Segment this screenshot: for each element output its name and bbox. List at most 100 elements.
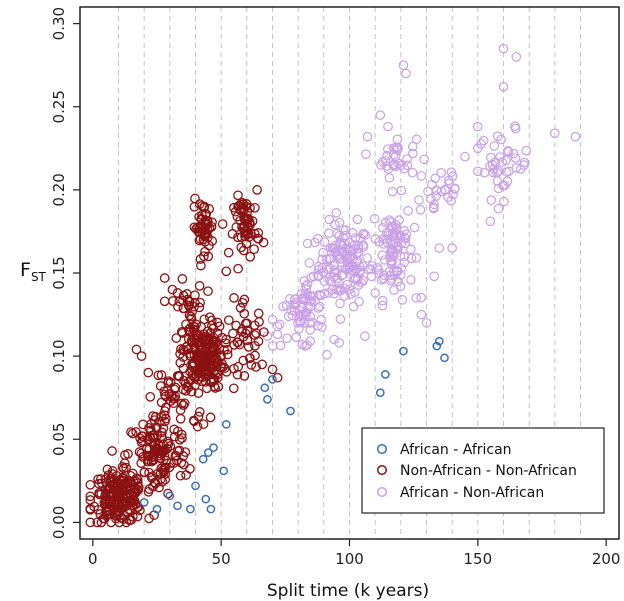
point-non-african-non-african-531: [148, 411, 158, 421]
point-african-non-african-316: [282, 333, 292, 344]
point-non-african-non-african-553: [166, 391, 177, 402]
point-african-non-african-391: [383, 121, 393, 132]
point-non-african-non-african-549: [182, 381, 192, 392]
point-non-african-non-african-732: [234, 339, 245, 350]
point-non-african-non-african-399: [213, 381, 224, 392]
point-non-african-non-african-559: [159, 410, 170, 421]
point-non-african-non-african-538: [180, 447, 191, 457]
point-non-african-non-african-488: [216, 352, 226, 362]
point-non-african-non-african-304: [175, 470, 186, 481]
legend-marker-african-african: [376, 443, 388, 455]
point-non-african-non-african-558: [143, 367, 154, 378]
point-non-african-non-african-695: [245, 251, 256, 262]
point-non-african-non-african-591: [178, 303, 189, 314]
point-african-non-african-373: [302, 279, 313, 290]
point-non-african-non-african-758: [229, 293, 239, 303]
legend-label-nonafrican-nonafrican: Non-African - Non-African: [400, 463, 577, 479]
y-tick-label-3: 0.15: [50, 256, 68, 289]
point-african-non-african-191: [374, 237, 384, 247]
point-non-african-non-african-748: [250, 340, 260, 351]
point-african-non-african-259: [487, 159, 498, 170]
point-non-african-non-african-268: [138, 431, 148, 442]
point-african-non-african-186: [406, 274, 416, 285]
point-african-non-african-167: [403, 206, 413, 216]
point-non-african-non-african-552: [188, 415, 199, 426]
point-african-non-african-175: [352, 214, 363, 225]
point-african-non-african-327: [293, 318, 303, 328]
point-african-non-african-375: [307, 317, 317, 328]
point-non-african-non-african-525: [156, 370, 167, 380]
point-non-african-non-african-536: [176, 398, 187, 409]
point-non-african-non-african-593: [203, 286, 213, 297]
point-african-non-african-194: [396, 185, 407, 196]
point-non-african-non-african-579: [186, 311, 196, 322]
point-non-african-non-african-560: [194, 407, 205, 417]
point-non-african-non-african-742: [228, 328, 238, 339]
point-african-non-african-242: [399, 163, 410, 174]
x-tick-label-50: 50: [212, 550, 231, 568]
point-african-non-african-393: [472, 121, 483, 132]
point-non-african-non-african-676: [233, 190, 243, 201]
point-african-non-african-398: [434, 243, 445, 253]
point-african-non-african-241: [402, 160, 413, 171]
point-non-african-non-african-666: [238, 245, 249, 256]
point-non-african-non-african-293: [155, 453, 166, 463]
point-non-african-non-african-187: [112, 490, 122, 500]
point-african-non-african-115: [319, 288, 330, 299]
point-african-non-african-258: [489, 141, 500, 151]
point-african-non-african-377: [300, 281, 311, 291]
point-non-african-non-african-705: [242, 218, 253, 228]
point-african-non-african-128: [344, 284, 355, 294]
point-african-non-african-103: [324, 275, 335, 285]
point-african-non-african-351: [427, 179, 437, 190]
point-african-non-african-329: [267, 341, 278, 351]
point-non-african-non-african-416: [197, 376, 207, 387]
point-non-african-non-african-684: [223, 247, 234, 258]
legend-label-african-nonafrican: African - Non-African: [400, 485, 544, 501]
point-non-african-non-african-411: [221, 334, 231, 345]
y-axis-title-subscript: ST: [31, 270, 47, 284]
point-non-african-non-african-754: [136, 351, 147, 361]
point-non-african-non-african-297: [143, 451, 154, 462]
point-african-non-african-287: [510, 123, 521, 134]
point-african-non-african-317: [278, 301, 288, 312]
point-african-non-african-243: [384, 173, 395, 183]
point-non-african-non-african-692: [217, 219, 228, 229]
point-non-african-non-african-333: [171, 333, 182, 343]
point-non-african-non-african-734: [239, 308, 250, 319]
point-african-non-african-221: [407, 167, 418, 178]
point-african-non-african-288: [519, 157, 530, 168]
point-non-african-non-african-537: [198, 350, 209, 360]
nonafrican-nonafrican-points: [85, 185, 283, 528]
point-african-non-african-129: [344, 263, 355, 273]
point-non-african-non-african-307: [118, 463, 129, 474]
point-african-non-african-281: [497, 157, 507, 167]
x-axis: 0 50 100 150 200: [88, 539, 620, 568]
point-non-african-non-african-757: [272, 372, 283, 383]
point-african-african-11: [219, 466, 229, 476]
point-african-non-african-265: [508, 148, 519, 159]
point-non-african-non-african-752: [172, 288, 183, 298]
point-african-non-african-399: [447, 243, 457, 253]
point-african-non-african-107: [331, 247, 341, 258]
x-tick-label-150: 150: [464, 550, 493, 568]
x-tick-label-100: 100: [335, 550, 364, 568]
point-african-non-african-328: [288, 299, 298, 310]
point-non-african-non-african-739: [251, 362, 261, 372]
point-african-non-african-283: [499, 196, 509, 207]
point-non-african-non-african-756: [267, 364, 278, 375]
y-axis-title: FST: [20, 259, 47, 284]
point-non-african-non-african-505: [201, 344, 212, 355]
point-african-non-african-200: [387, 186, 398, 197]
point-african-african-2: [165, 491, 175, 501]
point-non-african-non-african-746: [231, 320, 241, 331]
point-non-african-non-african-176: [121, 517, 132, 528]
point-african-non-african-332: [415, 205, 426, 215]
point-african-non-african-125: [352, 275, 362, 286]
point-non-african-non-african-438: [209, 365, 220, 376]
point-non-african-non-african-631: [207, 217, 217, 228]
point-non-african-non-african-264: [176, 458, 187, 468]
point-non-african-non-african-555: [170, 382, 181, 393]
point-non-african-non-african-523: [175, 413, 186, 424]
point-african-non-african-411: [416, 309, 427, 320]
